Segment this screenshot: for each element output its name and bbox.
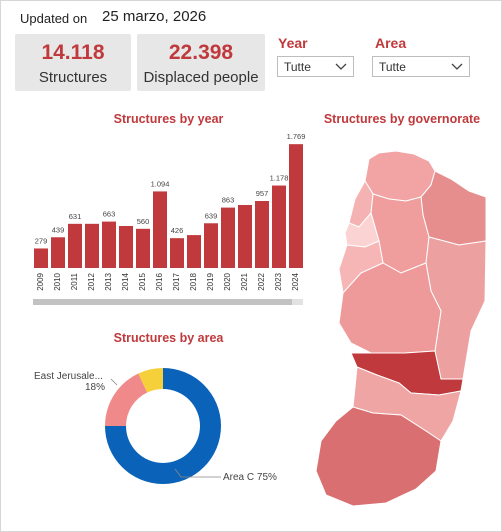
updated-date: 25 marzo, 2026	[102, 8, 207, 25]
donut-label-east-jerusalem: East Jerusale...	[34, 371, 103, 382]
x-tick-label: 2015	[138, 272, 147, 290]
bar-2017[interactable]	[170, 238, 184, 268]
bar-data-label: 863	[222, 196, 235, 205]
bar-2024[interactable]	[289, 144, 303, 268]
x-tick-label: 2023	[274, 272, 283, 290]
bar-data-label: 663	[103, 210, 116, 219]
x-tick-label: 2011	[70, 272, 79, 290]
x-tick-label: 2018	[189, 272, 198, 290]
x-tick-label: 2020	[223, 272, 232, 290]
bar-2011[interactable]	[68, 223, 82, 268]
leader-line-east-jerusalem	[110, 378, 118, 386]
map-title: Structures by governorate	[323, 112, 481, 126]
year-dropdown-value: Tutte	[284, 60, 311, 74]
bar-2015[interactable]	[136, 228, 150, 268]
area-dropdown-value: Tutte	[379, 60, 406, 74]
bar-data-label: 1.178	[270, 174, 289, 183]
bar-data-label: 1.094	[151, 179, 170, 188]
updated-label: Updated on	[20, 11, 88, 26]
bar-2023[interactable]	[272, 185, 286, 268]
bar-data-label: 439	[52, 225, 65, 234]
x-tick-label: 2024	[291, 272, 300, 290]
bar-2022[interactable]	[255, 201, 269, 268]
chevron-down-icon	[335, 63, 347, 70]
kpi-structures-label: Structures	[38, 69, 108, 86]
bar-data-label: 957	[256, 189, 269, 198]
x-tick-label: 2013	[104, 272, 113, 290]
bar-2009[interactable]	[34, 248, 48, 268]
kpi-structures-value: 14.118	[41, 41, 105, 64]
kpi-card-structures: 14.118 Structures	[15, 34, 131, 91]
area-dropdown[interactable]: Tutte	[372, 56, 470, 77]
bar-data-label: 1.769	[287, 132, 306, 141]
bar-2020[interactable]	[221, 207, 235, 268]
leader-line-area-c	[174, 468, 221, 478]
bar-2014[interactable]	[119, 226, 133, 268]
x-tick-label: 2017	[172, 272, 181, 290]
x-tick-label: 2014	[121, 272, 130, 290]
bar-data-label: 426	[171, 226, 184, 235]
bar-2021[interactable]	[238, 205, 252, 268]
area-slicer-title: Area	[375, 35, 407, 51]
x-tick-label: 2010	[53, 272, 62, 290]
donut-slice-east-jerusalem[interactable]	[105, 373, 148, 426]
x-tick-label: 2022	[257, 272, 266, 290]
donut-label-east-jerusalem-pct: 18%	[85, 382, 105, 393]
donut-slice-other[interactable]	[138, 368, 163, 393]
map-region-ramallah[interactable]	[338, 262, 442, 354]
bar-2016[interactable]	[153, 191, 167, 268]
bar-chart-title: Structures by year	[113, 112, 224, 126]
structures-by-area-chart: Area C 75% East Jerusale...18%	[34, 368, 277, 484]
kpi-card-displaced: 22.398 Displaced people	[137, 34, 265, 91]
donut-label-area-c: Area C 75%	[223, 472, 277, 483]
donut-chart-title: Structures by area	[113, 331, 224, 345]
chevron-down-icon	[451, 63, 463, 70]
bar-2018[interactable]	[187, 235, 201, 268]
bar-2010[interactable]	[51, 237, 65, 268]
map-region-hebron[interactable]	[315, 406, 442, 507]
bar-data-label: 631	[69, 212, 82, 221]
bar-data-label: 279	[35, 236, 48, 245]
x-tick-label: 2021	[240, 272, 249, 290]
x-tick-label: 2012	[87, 272, 96, 290]
bar-2013[interactable]	[102, 221, 116, 268]
structures-by-year-chart: 279 2009 439 2010 631 2011 2012 663 2013 2014 560 2…	[34, 132, 306, 291]
chart-scrollbar-track-end	[292, 299, 303, 305]
year-slicer-title: Year	[278, 35, 308, 51]
x-tick-label: 2009	[36, 272, 45, 290]
bar-data-label: 560	[137, 217, 150, 226]
x-tick-label: 2016	[155, 272, 164, 290]
bar-2019[interactable]	[204, 223, 218, 268]
kpi-displaced-label: Displaced people	[143, 69, 259, 86]
x-tick-label: 2019	[206, 272, 215, 290]
kpi-displaced-value: 22.398	[168, 41, 234, 64]
bar-data-label: 639	[205, 211, 218, 220]
donut-slice-area-c[interactable]	[105, 368, 221, 484]
chart-scrollbar[interactable]	[33, 299, 303, 305]
year-dropdown[interactable]: Tutte	[277, 56, 354, 77]
bar-2012[interactable]	[85, 223, 99, 268]
